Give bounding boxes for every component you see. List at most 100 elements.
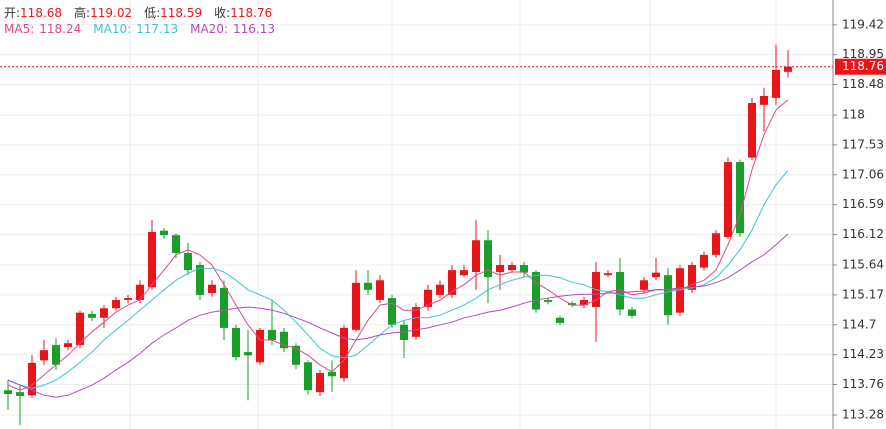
- candle-body: [40, 350, 48, 361]
- candle-body: [760, 95, 768, 105]
- candle-body: [604, 273, 612, 276]
- y-tick-label: 115.64: [842, 258, 884, 272]
- candle-body: [340, 327, 348, 379]
- last-price-box: [835, 58, 886, 75]
- candle-body: [556, 317, 564, 323]
- candle-body: [112, 299, 120, 309]
- y-tick-label: 118: [842, 108, 865, 122]
- y-tick-label: 117.06: [842, 167, 884, 181]
- ohlc-value: 118.68: [20, 6, 63, 20]
- candle-body: [736, 162, 744, 234]
- candle-body: [124, 298, 132, 300]
- legend-label: MA10:: [93, 22, 132, 36]
- candle-body: [532, 272, 540, 310]
- ohlc-legend: 开:118.68 高:119.02 低:118.59 收:118.76: [4, 4, 284, 21]
- legend-label: MA5:: [4, 22, 35, 36]
- candle-body: [700, 254, 708, 268]
- candle-body: [472, 240, 480, 273]
- y-tick-label: 113.28: [842, 408, 884, 422]
- candle-body: [352, 282, 360, 330]
- last-price-label: 118.76: [842, 59, 884, 73]
- legend-label: MA20:: [190, 22, 228, 36]
- candle-body: [316, 373, 324, 393]
- candle-body: [580, 299, 588, 306]
- candle-body: [292, 345, 300, 365]
- candle-body: [460, 270, 468, 276]
- candle-body: [4, 390, 12, 395]
- candle-body: [784, 66, 792, 72]
- candle-body: [208, 284, 216, 293]
- candle-body: [148, 231, 156, 288]
- candle-body: [100, 308, 108, 318]
- candle-body: [508, 265, 516, 271]
- candle-body: [616, 272, 624, 310]
- candle-body: [172, 235, 180, 253]
- candle-body: [136, 284, 144, 300]
- candle-body: [28, 362, 36, 396]
- y-tick-label: 118.95: [842, 47, 884, 61]
- candle-body: [304, 362, 312, 391]
- candle-body: [268, 329, 276, 341]
- candle-body: [676, 268, 684, 313]
- candle-body: [400, 324, 408, 341]
- candle-body: [748, 102, 756, 158]
- candle-body: [256, 329, 264, 363]
- y-tick-label: 116.59: [842, 197, 884, 211]
- legend-value: 116.13: [233, 22, 275, 36]
- y-tick-label: 117.53: [842, 137, 884, 151]
- candle-body: [244, 352, 252, 356]
- candle-body: [496, 265, 504, 273]
- ohlc-value: 119.02: [90, 6, 133, 20]
- legend-value: 118.24: [39, 22, 82, 36]
- candle-body: [436, 284, 444, 295]
- candle-body: [64, 343, 72, 348]
- candle-body: [364, 282, 372, 290]
- candle-body: [16, 392, 24, 396]
- ohlc-label: 开:: [4, 6, 21, 20]
- candle-body: [688, 265, 696, 290]
- ma-line: [7, 99, 789, 391]
- candle-body: [424, 289, 432, 307]
- candle-body: [772, 69, 780, 98]
- ohlc-value: 118.59: [160, 6, 203, 20]
- candle-body: [448, 270, 456, 295]
- y-tick-label: 115.17: [842, 287, 884, 301]
- ohlc-label: 低:: [144, 6, 161, 20]
- candle-body: [160, 230, 168, 236]
- candle-body: [76, 312, 84, 346]
- candle-body: [328, 371, 336, 377]
- candle-body: [52, 345, 60, 365]
- ma-line: [7, 233, 789, 398]
- candle-body: [628, 309, 636, 316]
- candle-body: [712, 233, 720, 255]
- ma-legend: MA5: 118.24 MA10: 117.13 MA20: 116.13: [4, 22, 287, 36]
- y-tick-label: 116.12: [842, 227, 884, 241]
- candle-body: [376, 280, 384, 300]
- ohlc-label: 高:: [74, 6, 91, 20]
- y-tick-label: 114.23: [842, 347, 884, 361]
- y-tick-label: 119.42: [842, 17, 884, 31]
- ohlc-value: 118.76: [230, 6, 273, 20]
- candle-body: [484, 240, 492, 278]
- candle-body: [184, 252, 192, 271]
- candle-body: [280, 331, 288, 349]
- y-tick-label: 118.48: [842, 77, 884, 91]
- candle-body: [88, 313, 96, 318]
- ma-line: [7, 169, 789, 389]
- candle-body: [232, 327, 240, 358]
- y-tick-label: 114.7: [842, 317, 876, 331]
- legend-value: 117.13: [136, 22, 179, 36]
- candle-body: [568, 303, 576, 306]
- candle-body: [640, 280, 648, 290]
- candle-body: [664, 275, 672, 316]
- candle-body: [544, 299, 552, 302]
- ohlc-label: 收:: [214, 6, 231, 20]
- candle-body: [652, 272, 660, 278]
- candle-body: [388, 298, 396, 325]
- candle-body: [724, 162, 732, 238]
- candle-body: [220, 287, 228, 328]
- candle-body: [196, 265, 204, 295]
- candle-body: [520, 265, 528, 273]
